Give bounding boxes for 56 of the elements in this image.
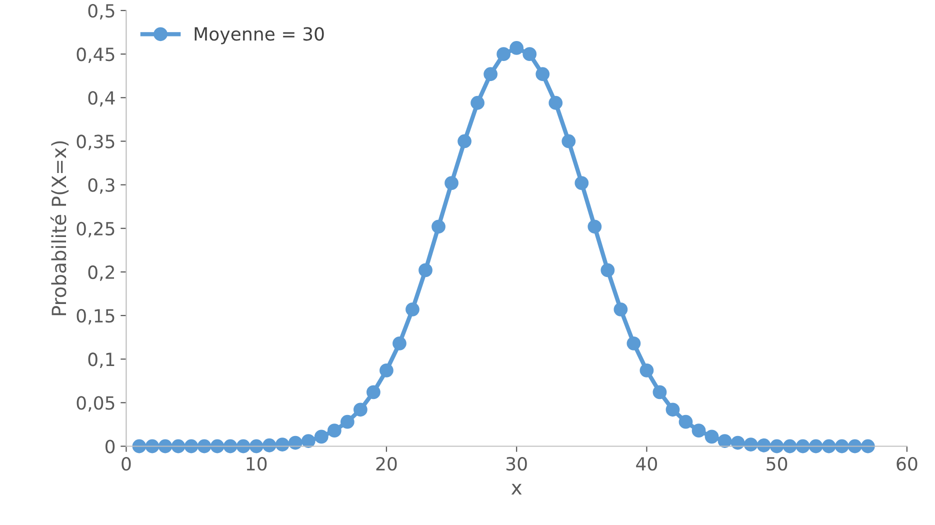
y-tick-label: 0,3 [88, 178, 114, 194]
y-tick-label: 0 [106, 440, 115, 454]
point [600, 263, 615, 278]
point [366, 385, 380, 400]
x-tick-label: 40 [636, 456, 657, 471]
x-tick-label: 30 [506, 456, 527, 471]
point [470, 96, 484, 110]
point [666, 402, 680, 417]
y-tick-label: 0,05 [76, 396, 114, 412]
point [432, 220, 446, 234]
point [301, 434, 316, 448]
point [327, 424, 342, 438]
point [652, 385, 667, 400]
point [640, 363, 654, 378]
point [770, 439, 784, 454]
y-tick-label: 0,45 [76, 48, 114, 64]
legend-label: Moyenne = 30 [194, 27, 324, 44]
point [249, 439, 264, 454]
y-tick-label: 0,1 [88, 352, 114, 368]
point [718, 434, 732, 448]
y-tick-label: 0,25 [76, 222, 114, 238]
point [510, 41, 524, 55]
point [406, 302, 420, 316]
x-axis-title: x [511, 484, 522, 494]
point [458, 134, 472, 148]
y-tick-label: 0,4 [88, 91, 115, 107]
y-tick-label: 0,15 [76, 308, 114, 324]
x-tick-label: 20 [376, 456, 397, 471]
point [444, 176, 458, 190]
point [626, 336, 641, 350]
point [548, 96, 563, 110]
point [574, 176, 589, 190]
point [536, 67, 550, 82]
point [418, 263, 432, 278]
y-axis-title: Probabilité P(X=x) [50, 141, 69, 316]
x-tick-label: 10 [246, 456, 267, 471]
y-tick-label: 0,2 [88, 265, 114, 281]
point [484, 67, 498, 82]
point [704, 430, 719, 444]
point [340, 414, 354, 429]
point [314, 430, 328, 444]
point [614, 302, 628, 316]
point [588, 220, 602, 234]
point [354, 402, 368, 417]
point [380, 363, 394, 378]
point [678, 414, 693, 429]
y-tick-label: 0,5 [88, 4, 114, 20]
x-tick-label: 50 [766, 456, 788, 471]
point [522, 47, 537, 62]
x-tick-label: 0 [122, 456, 131, 471]
point [562, 134, 576, 148]
point [496, 47, 511, 62]
y-tick-label: 0,35 [76, 134, 114, 150]
point [692, 424, 706, 438]
point [392, 336, 406, 350]
x-tick-label: 60 [896, 456, 918, 471]
